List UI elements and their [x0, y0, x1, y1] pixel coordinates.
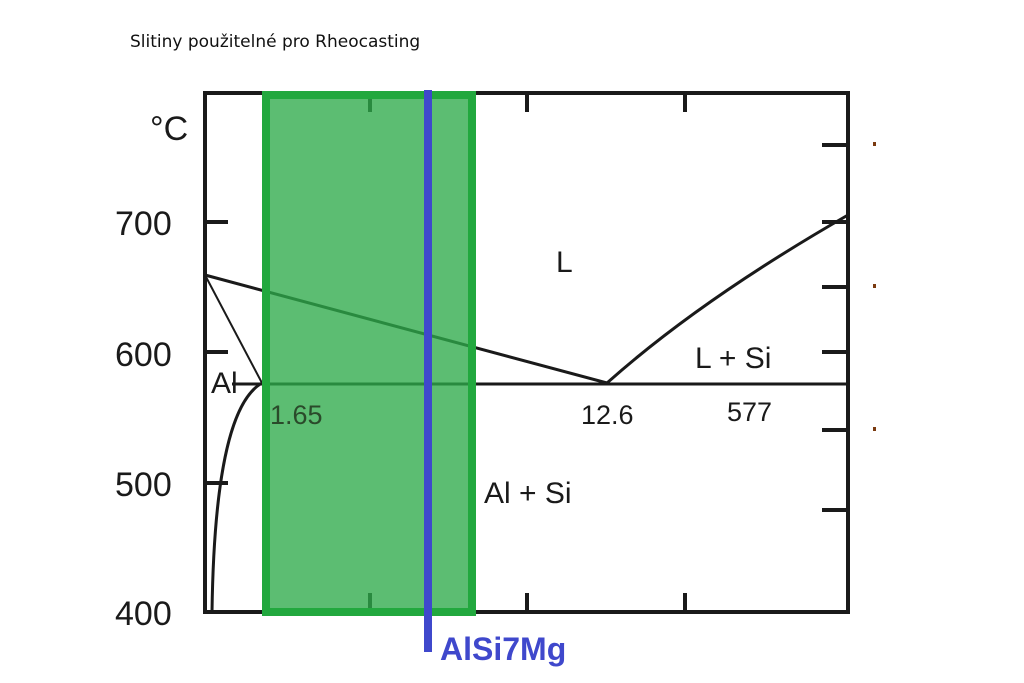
y-tick-400: 400 — [115, 595, 172, 633]
alloy-label: AlSi7Mg — [440, 631, 566, 667]
phase-label-liquid-si: L + Si — [695, 342, 771, 375]
y-tick-500: 500 — [115, 466, 172, 504]
left-axis-ticks — [205, 220, 228, 485]
right-axis-ticks — [822, 143, 848, 512]
phase-label-liquid: L — [556, 246, 573, 279]
unit-label: °C — [150, 110, 188, 148]
eutectic-composition-label: 12.6 — [581, 400, 634, 430]
phase-labels: L L + Si Al Al + Si — [211, 246, 771, 510]
y-tick-600: 600 — [115, 336, 172, 374]
solubility-label: 1.65 — [270, 400, 323, 430]
right-edge-marks — [873, 142, 876, 431]
phase-label-al-si: Al + Si — [484, 477, 572, 510]
liquidus-si-side — [606, 213, 849, 385]
solidus-line — [204, 274, 263, 384]
slide-title: Slitiny použitelné pro Rheocasting — [130, 32, 421, 52]
eutectic-temperature-label: 577 — [727, 397, 772, 427]
rheocasting-range-highlight — [262, 91, 476, 616]
phase-label-alpha-al: Al — [211, 367, 238, 400]
y-tick-700: 700 — [115, 205, 172, 243]
temperature-axis-labels: °C 700 600 500 400 — [115, 110, 188, 633]
solvus-curve — [210, 381, 263, 613]
point-labels: 1.65 12.6 577 — [270, 397, 772, 430]
